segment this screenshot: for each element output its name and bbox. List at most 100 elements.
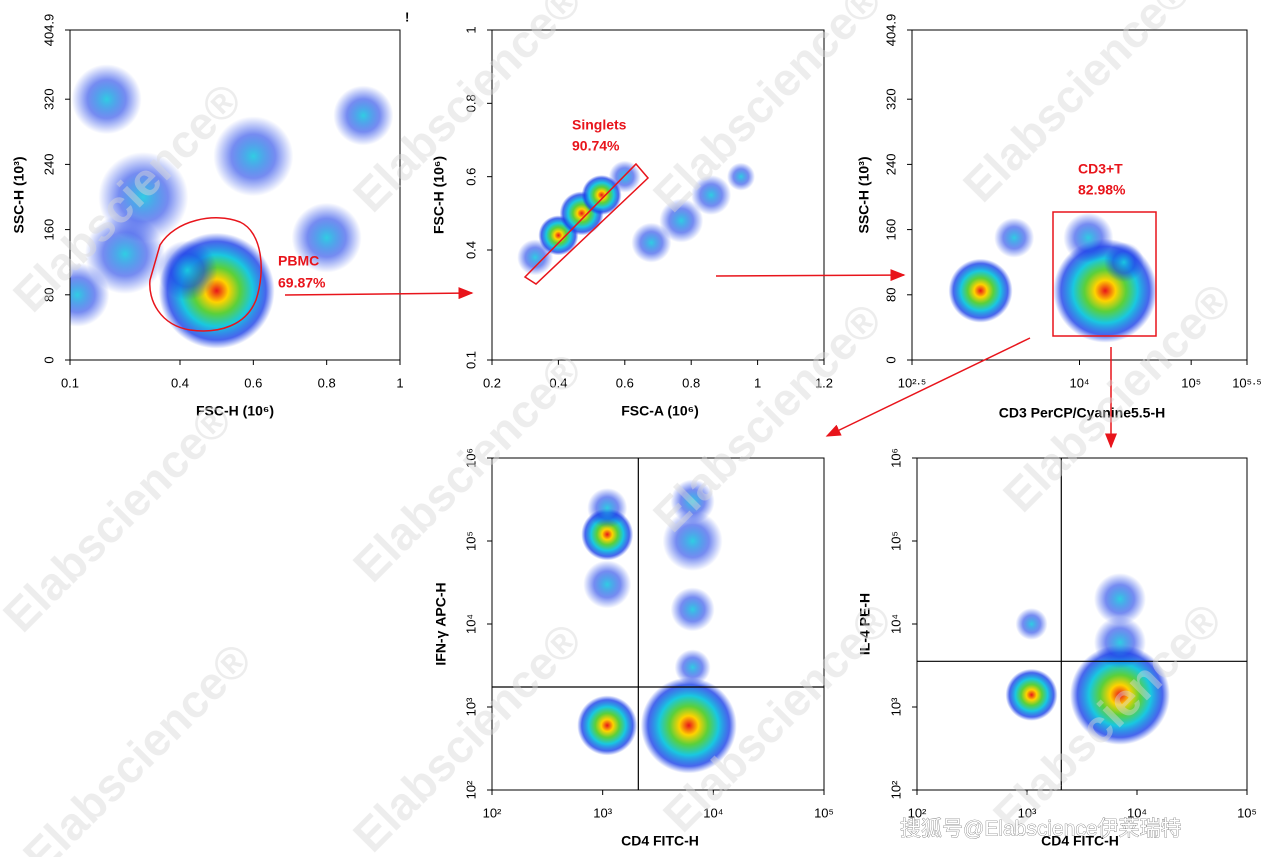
y-tick-label: 10³ [888, 697, 903, 716]
x-tick-label: 10³ [593, 805, 612, 820]
plot: 10²·⁵ 10⁴ 10⁵ 10⁵·⁵ 0 80 160 240 320 404.9 CD3 Per… [856, 14, 1262, 421]
x-tick-label: 0.6 [616, 375, 634, 390]
y-tick-label: 160 [41, 219, 56, 241]
gate-percent: 82.98% [1078, 182, 1126, 198]
x-tick-label: 0.2 [483, 375, 501, 390]
x-axis-label: FSC-H (10⁶) [196, 403, 274, 419]
density-point [1103, 242, 1144, 283]
x-tick-label: 10⁴ [703, 805, 723, 820]
singlets-gate [523, 162, 650, 285]
y-axis-label: FSC-H (10⁶) [431, 156, 447, 234]
density-point [71, 64, 142, 135]
x-tick-label: 10⁵ [1237, 805, 1257, 820]
density-point [587, 487, 628, 528]
watermark: Elabscience® [343, 613, 592, 857]
y-tick-label: 0 [41, 356, 56, 363]
y-axis-label: SSC-H (10³) [11, 156, 27, 233]
density-point [670, 587, 715, 632]
x-axis-label: CD4 FITC-H [1041, 833, 1119, 849]
density-point [1093, 573, 1146, 626]
y-tick-label: 404.9 [41, 14, 56, 47]
y-tick-label: 0.8 [463, 94, 478, 112]
x-tick-label: 0.8 [682, 375, 700, 390]
density-point [583, 560, 632, 609]
watermark: Elabscience® [953, 0, 1202, 212]
y-tick-label: 404.9 [883, 14, 898, 47]
gate-percent: 90.74% [572, 138, 620, 154]
y-tick-label: 0.6 [463, 168, 478, 186]
density-point [640, 677, 737, 774]
x-axis-label: CD3 PerCP/Cyanine5.5-H [999, 405, 1166, 421]
x-tick-label: 10³ [1018, 805, 1037, 820]
y-tick-label: 10³ [463, 697, 478, 716]
density-point [1063, 212, 1114, 263]
y-tick-label: 0.1 [463, 351, 478, 369]
density-point [98, 151, 189, 242]
gate-label: Singlets [572, 117, 627, 133]
y-tick-label: 10⁴ [463, 614, 478, 634]
density-point [157, 240, 218, 301]
y-tick-label: 10⁵ [888, 531, 903, 551]
watermark: Elabscience® [0, 393, 242, 642]
y-tick-label: 10² [888, 780, 903, 799]
y-tick-label: 10⁵ [463, 531, 478, 551]
x-tick-label: 10⁵·⁵ [1232, 375, 1262, 390]
x-tick-label: 0.8 [318, 375, 336, 390]
y-axis-label: IFN-γ APC-H [433, 582, 449, 665]
arrow [284, 287, 474, 300]
arrow [715, 269, 906, 282]
x-tick-label: 10⁵ [814, 805, 834, 820]
y-tick-label: 240 [883, 154, 898, 176]
arrow [825, 337, 1031, 437]
y-tick-label: 160 [883, 219, 898, 241]
density-point [670, 479, 715, 524]
y-tick-label: 10⁴ [888, 614, 903, 634]
points [70, 64, 394, 349]
x-tick-label: 10² [908, 805, 927, 820]
points [948, 212, 1158, 343]
gate-percent: 69.87% [278, 275, 326, 291]
plot: 10² 10³ 10⁴ 10⁵ 10² 10³ 10⁴ 10⁵ 10⁶ CD4 FITC-H IFN… [433, 448, 834, 849]
density-point [1005, 668, 1058, 721]
density-point [1015, 608, 1048, 640]
x-tick-label: 0.6 [244, 375, 262, 390]
density-point [631, 222, 672, 263]
y-axis-label: SSC-H (10³) [856, 156, 872, 233]
points [577, 479, 737, 774]
plots: 0.1 0.4 0.6 0.8 1 0 80 160 240 320 404.9 FSC-H (10⁶… [11, 14, 1262, 849]
pbmc-gate [149, 217, 262, 332]
density-point [674, 649, 711, 686]
density-point [577, 695, 638, 756]
density-point [948, 258, 1013, 323]
x-tick-label: 0.4 [549, 375, 567, 390]
density-point [727, 162, 755, 191]
density-point [213, 116, 294, 197]
x-tick-label: 1.2 [815, 375, 833, 390]
gate-label: CD3+T [1078, 161, 1123, 177]
y-tick-label: 80 [41, 288, 56, 302]
plot: 10² 10³ 10⁴ 10⁵ 10² 10³ 10⁴ 10⁵ 10⁶ CD4 FITC-H IL-… [857, 448, 1257, 849]
x-tick-label: 1 [396, 375, 403, 390]
plot: 0.1 0.4 0.6 0.8 1 0 80 160 240 320 404.9 FSC-H (10⁶… [11, 14, 404, 419]
y-tick-label: 0 [883, 356, 898, 363]
x-tick-label: 10⁴ [1069, 375, 1089, 390]
mark: ! [405, 9, 409, 24]
density-point [333, 85, 394, 146]
x-tick-label: 0.1 [61, 375, 79, 390]
density-point [1093, 616, 1146, 669]
density-point [662, 511, 723, 571]
cd3-gate [1052, 211, 1157, 337]
x-axis-label: CD4 FITC-H [621, 833, 699, 849]
density-point [291, 202, 362, 273]
plot-frame [491, 29, 825, 361]
source-watermark: 搜狐号@Elabscience伊莱瑞特 [900, 818, 1182, 841]
y-tick-label: 0.4 [463, 241, 478, 259]
points [1005, 573, 1170, 745]
plot-frame [69, 29, 401, 361]
density-point [608, 160, 641, 193]
y-tick-label: 320 [883, 88, 898, 110]
x-axis-label: FSC-A (10⁶) [621, 403, 699, 419]
y-tick-label: 10⁶ [888, 448, 903, 468]
gates [149, 162, 1157, 337]
